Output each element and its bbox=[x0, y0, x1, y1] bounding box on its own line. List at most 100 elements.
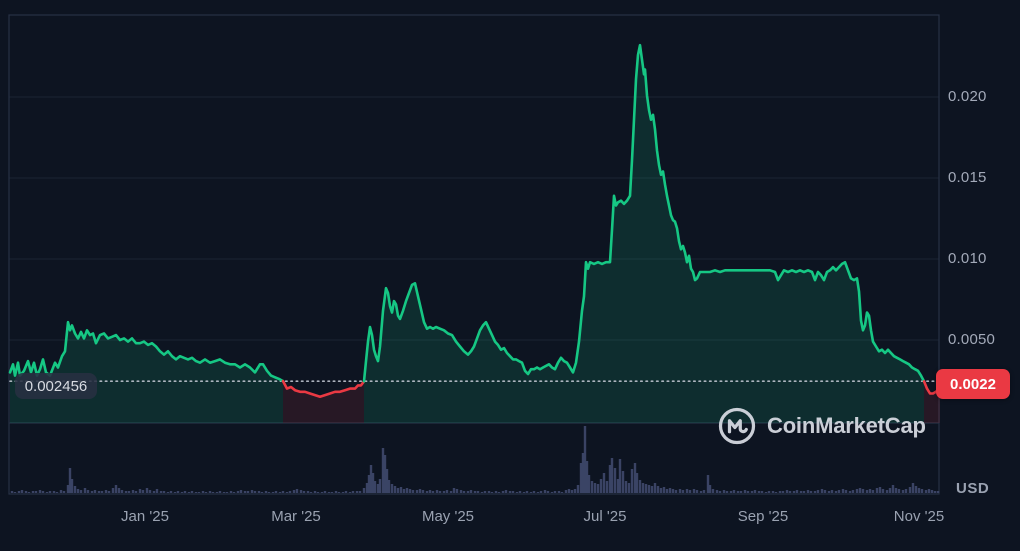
volume-bar bbox=[459, 490, 463, 493]
price-area-up bbox=[364, 45, 924, 423]
volume-bar bbox=[387, 480, 391, 493]
volume-bar bbox=[52, 491, 56, 493]
volume-bar bbox=[27, 492, 31, 493]
volume-bar bbox=[553, 491, 557, 493]
volume-bar bbox=[739, 491, 743, 493]
volume-bar bbox=[894, 488, 898, 493]
volume-bar bbox=[327, 492, 331, 493]
volume-bar bbox=[722, 490, 726, 493]
volume-bar bbox=[425, 491, 429, 493]
volume-bar bbox=[564, 490, 568, 493]
price-line-up bbox=[362, 43, 926, 383]
volume-bar bbox=[173, 492, 177, 493]
x-axis-label-sep25: Sep '25 bbox=[737, 508, 789, 525]
volume-bar bbox=[897, 489, 901, 493]
volume-bar bbox=[421, 490, 425, 493]
volume-bar bbox=[20, 490, 24, 493]
volume-bar bbox=[449, 491, 453, 493]
volume-bar bbox=[215, 492, 219, 493]
volume-bar bbox=[466, 491, 470, 493]
y-axis-label-0015: 0.015 bbox=[948, 169, 987, 186]
volume-bar bbox=[334, 491, 338, 493]
volume-bar bbox=[823, 490, 827, 493]
volume-bar bbox=[320, 492, 324, 493]
volume-bar bbox=[809, 491, 813, 493]
volume-bar bbox=[365, 483, 369, 493]
volume-bar bbox=[708, 485, 712, 493]
volume-bar bbox=[725, 491, 729, 493]
volume-bar bbox=[764, 492, 768, 493]
volume-bar bbox=[936, 491, 940, 493]
volume-bar bbox=[504, 490, 508, 493]
volume-bar bbox=[111, 488, 115, 493]
volume-bar bbox=[653, 483, 657, 493]
volume-bar bbox=[608, 465, 612, 493]
volume-bar bbox=[428, 490, 432, 493]
volume-bar bbox=[435, 490, 439, 493]
volume-bar bbox=[264, 491, 268, 493]
volume-bar bbox=[536, 492, 540, 493]
volume-bar bbox=[579, 463, 583, 493]
volume-bar bbox=[55, 492, 59, 493]
volume-bar bbox=[557, 491, 561, 493]
volume-bar bbox=[218, 491, 222, 493]
volume-bar bbox=[24, 491, 28, 493]
volume-bar bbox=[647, 485, 651, 493]
volume-bar bbox=[45, 492, 49, 493]
volume-bar bbox=[201, 491, 205, 493]
volume-bar bbox=[904, 489, 908, 493]
threshold-price-label: 0.002456 bbox=[15, 373, 97, 399]
volume-bar bbox=[162, 491, 166, 493]
volume-bar bbox=[396, 488, 400, 493]
volume-bar bbox=[630, 469, 634, 493]
volume-bar bbox=[605, 481, 609, 493]
volume-bar bbox=[159, 491, 163, 493]
volume-bar bbox=[613, 468, 617, 493]
volume-bar bbox=[635, 473, 639, 493]
volume-bar bbox=[583, 426, 587, 493]
coinmarketcap-watermark: CoinMarketCap bbox=[717, 406, 926, 446]
volume-bar bbox=[166, 492, 170, 493]
volume-bar bbox=[462, 491, 466, 493]
volume-bar bbox=[405, 488, 409, 493]
volume-bar bbox=[415, 490, 419, 493]
volume-bar bbox=[385, 469, 389, 493]
volume-bar bbox=[225, 492, 229, 493]
volume-bar bbox=[671, 489, 675, 493]
volume-bar bbox=[757, 491, 761, 493]
volume-bar bbox=[239, 490, 243, 493]
volume-bar bbox=[813, 491, 817, 493]
volume-bar bbox=[681, 490, 685, 493]
volume-bar bbox=[702, 490, 706, 493]
volume-bar bbox=[274, 491, 278, 493]
volume-bar bbox=[891, 485, 895, 493]
volume-bar bbox=[501, 491, 505, 493]
volume-bar bbox=[573, 489, 577, 493]
volume-bar bbox=[878, 487, 882, 493]
volume-bar bbox=[378, 479, 382, 493]
volume-bar bbox=[309, 492, 313, 493]
volume-bar bbox=[190, 491, 194, 493]
volume-bar bbox=[469, 490, 473, 493]
volume-bar bbox=[662, 487, 666, 493]
volume-bar bbox=[204, 492, 208, 493]
volume-bar bbox=[355, 491, 359, 493]
volume-bar bbox=[438, 491, 442, 493]
current-price-badge: 0.0022 bbox=[936, 369, 1010, 399]
volume-bar bbox=[692, 489, 696, 493]
volume-bar bbox=[616, 479, 620, 493]
volume-bar bbox=[711, 489, 715, 493]
volume-bar bbox=[732, 490, 736, 493]
volume-bar bbox=[487, 491, 491, 493]
volume-bar bbox=[532, 491, 536, 493]
x-axis-label-nov25: Nov '25 bbox=[893, 508, 945, 525]
volume-bar bbox=[871, 490, 875, 493]
volume-bar bbox=[641, 483, 645, 493]
volume-bar bbox=[656, 486, 660, 493]
volume-bar bbox=[323, 491, 327, 493]
volume-bar bbox=[271, 492, 275, 493]
volume-bar bbox=[602, 473, 606, 493]
volume-bar bbox=[914, 486, 918, 493]
volume-bar bbox=[337, 492, 341, 493]
